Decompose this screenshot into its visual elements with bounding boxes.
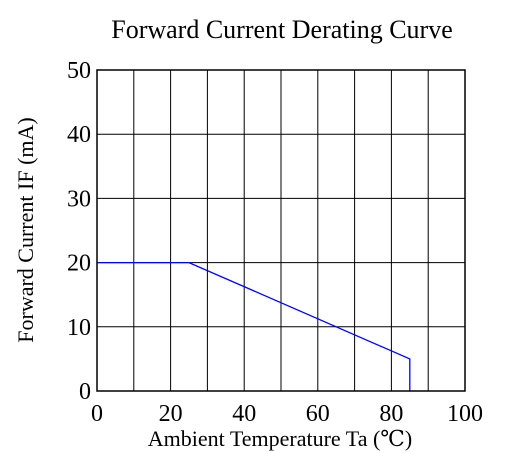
- x-tick-label: 60: [306, 401, 330, 427]
- chart-title: Forward Current Derating Curve: [111, 15, 453, 44]
- x-tick-label: 40: [232, 401, 256, 427]
- y-axis-label: Forward Current IF (mA): [13, 117, 38, 342]
- grid-lines: [97, 70, 465, 391]
- x-tick-label: 0: [91, 401, 103, 427]
- series-layer: [97, 261, 411, 391]
- plot-frame: [96, 69, 466, 392]
- x-tick-label: 20: [159, 401, 183, 427]
- y-tick-label: 20: [67, 251, 91, 277]
- x-tick-label: 100: [447, 401, 483, 427]
- derating-curve-line: [97, 261, 411, 391]
- y-tick-label: 30: [67, 186, 91, 212]
- x-tick-labels: 0 20 40 60 80 100: [91, 401, 483, 427]
- y-tick-labels: 0 10 20 30 40 50: [67, 58, 91, 405]
- y-tick-label: 0: [79, 379, 91, 405]
- y-tick-label: 40: [67, 122, 91, 148]
- y-tick-label: 50: [67, 58, 91, 84]
- y-tick-label: 10: [67, 315, 91, 341]
- x-tick-label: 80: [379, 401, 403, 427]
- x-axis-label: Ambient Temperature Ta (℃): [148, 426, 412, 451]
